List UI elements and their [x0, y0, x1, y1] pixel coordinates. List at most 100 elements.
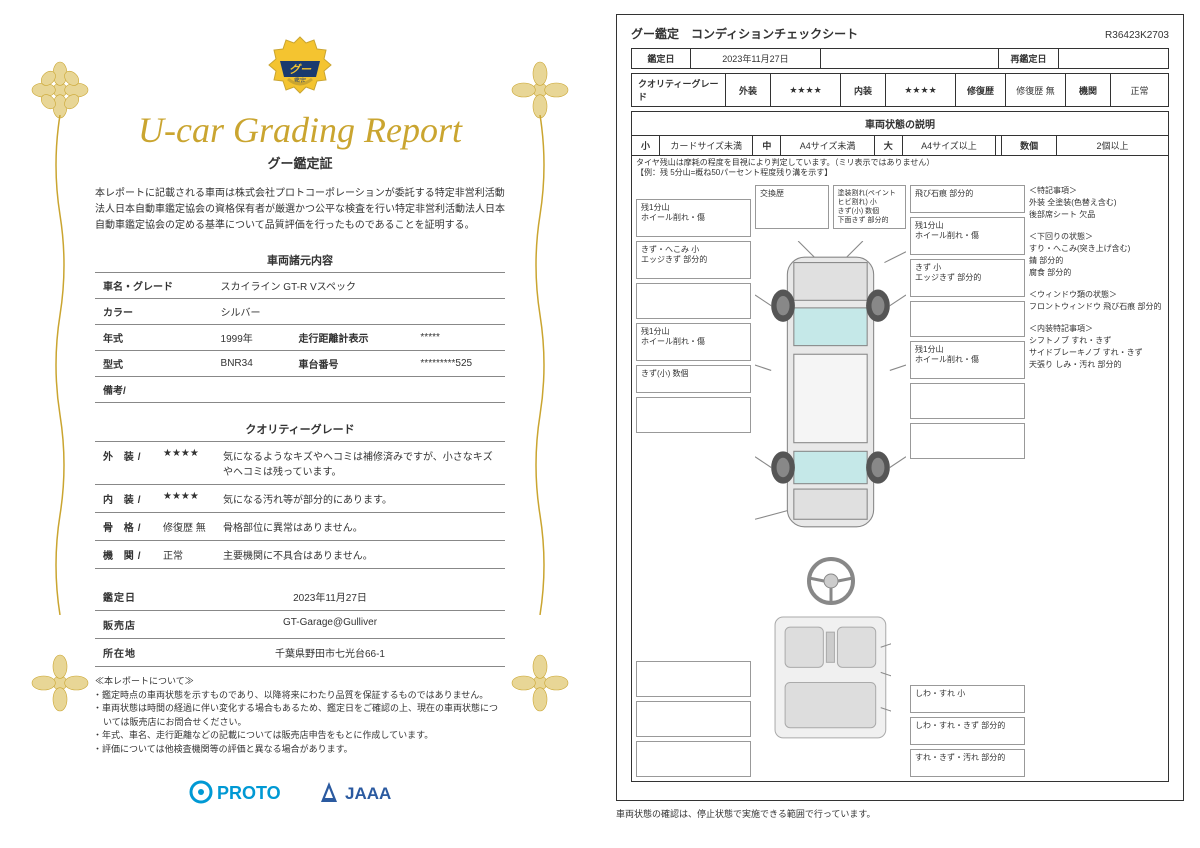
damage-box: きず 小 エッジきず 部分的 [910, 259, 1025, 297]
header-row-dates: 鑑定日 2023年11月27日 再鑑定日 [631, 48, 1169, 69]
label-quality-grade: クオリティーグレード [631, 73, 726, 107]
damage-box-top: 塗装割れ(ペイントヒビ割れ) 小 きず(小) 数個 下面きず 部分的 [833, 185, 907, 229]
damage-box: きず・へこみ 小 エッジきず 部分的 [636, 241, 751, 279]
value-chassis: *********525 [412, 351, 505, 377]
value-repair: 修復歴 無 [1006, 73, 1066, 107]
label-year: 年式 [95, 325, 213, 351]
damage-box [636, 661, 751, 697]
tire-note: タイヤ残山は摩耗の程度を目視により判定しています。（ミリ表示ではありません） 【… [632, 156, 1168, 181]
label-frame: 骨 格/ [95, 513, 155, 541]
desc-frame: 骨格部位に異常はありません。 [215, 513, 505, 541]
explanation-title: 車両状態の説明 [632, 112, 1168, 136]
value-interior: ★★★★ [886, 73, 956, 107]
svg-text:グー: グー [289, 63, 312, 76]
count-label: 数個 [1002, 136, 1057, 155]
label-loc: 所在地 [95, 639, 155, 667]
desc-engine: 主要機関に不具合はありません。 [215, 541, 505, 569]
notes-column: ＜特記事項＞外装 全塗装(色替え含む) 後部席シート 欠品 ＜下回りの状態＞すり… [1029, 185, 1164, 777]
value-year: 1999年 [213, 325, 279, 351]
desc-int: 気になる汚れ等が部分的にあります。 [215, 485, 505, 513]
diagram-area: 残1分山 ホイール削れ・傷 きず・へこみ 小 エッジきず 部分的 残1分山 ホイ… [632, 181, 1168, 781]
damage-box: きず(小) 数個 [636, 365, 751, 393]
label-odo: 走行距離計表示 [278, 325, 412, 351]
size-small: 小 [632, 136, 660, 155]
desc-ext: 気になるようなキズやヘコミは補修済みですが、小さなキズやヘコミは残っています。 [215, 442, 505, 485]
value-odo: ***** [412, 325, 505, 351]
size-med: 中 [753, 136, 781, 155]
damage-box: 残1分山 ホイール削れ・傷 [910, 341, 1025, 379]
damage-box [636, 283, 751, 319]
note-item: 年式、車名、走行距離などの記載については販売店申告をもとに作成しています。 [103, 729, 505, 743]
value-model: BNR34 [213, 351, 279, 377]
label-color: カラー [95, 299, 213, 325]
value-reappraisal-date [1059, 48, 1169, 69]
damage-box-top: 交換歴 [755, 185, 829, 229]
label-dealer: 販売店 [95, 611, 155, 639]
val-engine: 正常 [155, 541, 215, 569]
value-exterior: ★★★★ [771, 73, 841, 107]
note-body: すり・へこみ(突き上げ含む) 錆 部分的 腐食 部分的 [1029, 243, 1164, 279]
explanation-box: 車両状態の説明 小 カードサイズ未満 中 A4サイズ未満 大 A4サイズ以上 数… [631, 111, 1169, 782]
label-remarks: 備考/ [95, 377, 505, 403]
val-frame: 修復歴 無 [155, 513, 215, 541]
svg-text:JAAA: JAAA [345, 784, 391, 803]
note-heading: ＜特記事項＞ [1029, 185, 1164, 197]
damage-box: しわ・すれ・きず 部分的 [910, 717, 1025, 745]
diagram-center-column: 交換歴 塗装割れ(ペイントヒビ割れ) 小 きず(小) 数個 下面きず 部分的 [755, 185, 906, 777]
value-name: スカイライン GT-R Vスペック [213, 273, 505, 299]
certificate-page: グー 鑑定 U-car Grading Report グー鑑定証 本レポートに記… [0, 0, 600, 848]
label-engine: 機 関/ [95, 541, 155, 569]
size-large-desc: A4サイズ以上 [903, 136, 996, 155]
note-body: フロントウィンドウ 飛び石痕 部分的 [1029, 301, 1164, 313]
note-heading: ＜内装特記事項＞ [1029, 323, 1164, 335]
label-name: 車名・グレード [95, 273, 213, 299]
certificate-description: 本レポートに記載される車両は株式会社プロトコーポレーションが委託する特定非営利活… [20, 186, 580, 234]
diagram-right-column: 飛び石痕 部分的 残1分山 ホイール削れ・傷 きず 小 エッジきず 部分的 残1… [910, 185, 1025, 777]
damage-box [910, 383, 1025, 419]
label-chassis: 車台番号 [278, 351, 412, 377]
damage-box: 残1分山 ホイール削れ・傷 [910, 217, 1025, 255]
label-ext: 外 装/ [95, 442, 155, 485]
size-med-desc: A4サイズ未満 [781, 136, 874, 155]
damage-box: 残1分山 ホイール削れ・傷 [636, 199, 751, 237]
logo-row: PROTO JAAA [20, 778, 580, 806]
diagram-left-column: 残1分山 ホイール削れ・傷 きず・へこみ 小 エッジきず 部分的 残1分山 ホイ… [636, 185, 751, 777]
vehicle-info-table: 車名・グレードスカイライン GT-R Vスペック カラーシルバー 年式1999年… [95, 273, 505, 403]
proto-logo-icon: PROTO [189, 778, 299, 806]
count-desc: 2個以上 [1057, 136, 1168, 155]
note-item: 車両状態は時間の経過に伴い変化する場合もあるため、鑑定日をご確認の上、現在の車両… [103, 702, 505, 729]
value-color: シルバー [213, 299, 505, 325]
certificate-subtitle: グー鑑定証 [20, 153, 580, 172]
size-large: 大 [875, 136, 903, 155]
size-legend-row: 小 カードサイズ未満 中 A4サイズ未満 大 A4サイズ以上 数個 2個以上 [632, 136, 1168, 156]
note-heading: ＜下回りの状態＞ [1029, 231, 1164, 243]
label-mech: 機関 [1066, 73, 1111, 107]
size-small-desc: カードサイズ未満 [660, 136, 753, 155]
grade-table: 外 装/★★★★気になるようなキズやヘコミは補修済みですが、小さなキズやヘコミは… [95, 442, 505, 569]
section-title-vehicle: 車両諸元内容 [95, 248, 505, 273]
label-reappraisal-date: 再鑑定日 [999, 48, 1059, 69]
value-date: 2023年11月27日 [155, 583, 505, 611]
value-appraisal-date: 2023年11月27日 [691, 48, 821, 69]
damage-box: 飛び石痕 部分的 [910, 185, 1025, 213]
sheet-title: グー鑑定 コンディションチェックシート [631, 25, 858, 42]
footer-table: 鑑定日2023年11月27日 販売店GT-Garage@Gulliver 所在地… [95, 583, 505, 667]
label-repair: 修復歴 [956, 73, 1006, 107]
condition-sheet-page: グー鑑定 コンディションチェックシート R36423K2703 鑑定日 2023… [600, 0, 1200, 848]
damage-box [910, 423, 1025, 459]
damage-box [910, 301, 1025, 337]
steering-wheel-icon [806, 556, 856, 606]
label-interior: 内装 [841, 73, 886, 107]
note-item: 鑑定時点の車両状態を示すものであり、以降将来にわたり品質を保証するものではありま… [103, 689, 505, 703]
damage-box [636, 741, 751, 777]
sheet-code: R36423K2703 [1105, 30, 1169, 41]
goo-badge-icon: グー 鑑定 [266, 33, 334, 101]
note-item: 評価については他検査機関等の評価と異なる場合があります。 [103, 743, 505, 757]
value-mech: 正常 [1111, 73, 1169, 107]
note-heading: ＜ウィンドウ類の状態＞ [1029, 289, 1164, 301]
label-appraisal-date: 鑑定日 [631, 48, 691, 69]
svg-text:PROTO: PROTO [217, 783, 281, 803]
label-model: 型式 [95, 351, 213, 377]
damage-box: しわ・すれ 小 [910, 685, 1025, 713]
damage-box: すれ・きず・汚れ 部分的 [910, 749, 1025, 777]
